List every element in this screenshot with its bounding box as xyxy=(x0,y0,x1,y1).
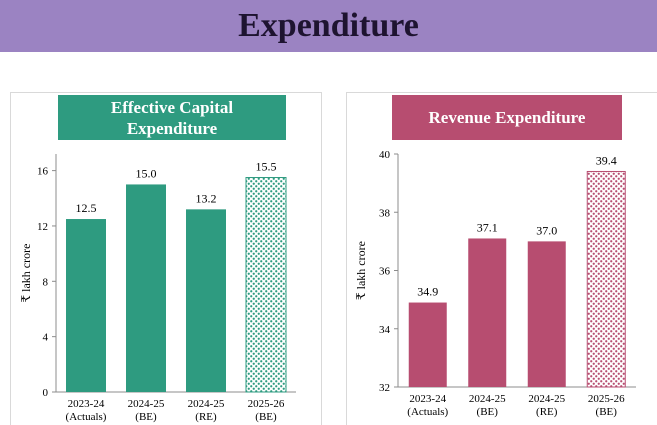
revenue-category-label: 2025-26 xyxy=(588,393,625,405)
revenue-value-label: 34.9 xyxy=(417,285,438,299)
capital-category-label: (BE) xyxy=(255,411,277,423)
revenue-category-label: (BE) xyxy=(477,406,499,418)
revenue-category-label: (BE) xyxy=(596,406,618,418)
revenue-bar xyxy=(408,302,447,387)
capital-category-label: 2024-25 xyxy=(188,398,225,410)
capital-y-tick-label: 4 xyxy=(43,332,49,344)
revenue-value-label: 37.0 xyxy=(536,223,557,237)
capital-value-label: 15.5 xyxy=(256,160,277,174)
capital-category-label: (RE) xyxy=(195,411,217,423)
revenue-y-axis-title: ₹ lakh crore xyxy=(354,241,368,300)
capital-value-label: 12.5 xyxy=(76,201,97,215)
revenue-bar xyxy=(468,238,507,387)
revenue-bar xyxy=(586,170,626,388)
page-title: Expenditure xyxy=(238,7,419,44)
capital-bar xyxy=(245,177,287,393)
revenue-value-label: 39.4 xyxy=(596,153,617,167)
capital-bar xyxy=(186,209,226,392)
capital-chart-title: Effective Capital Expenditure xyxy=(58,95,286,140)
capital-y-tick-label: 16 xyxy=(37,166,49,178)
revenue-value-label: 37.1 xyxy=(477,220,498,234)
capital-category-label: (Actuals) xyxy=(66,411,107,423)
capital-category-label: (BE) xyxy=(135,411,157,423)
capital-category-label: 2023-24 xyxy=(68,398,105,410)
capital-category-label: 2024-25 xyxy=(128,398,165,410)
revenue-y-tick-label: 40 xyxy=(379,149,391,161)
capital-category-label: 2025-26 xyxy=(248,398,285,410)
revenue-y-tick-label: 36 xyxy=(379,266,391,278)
capital-bar xyxy=(66,219,106,392)
capital-value-label: 15.0 xyxy=(136,166,157,180)
capital-expenditure-chart: 0 4 8 12 16 ₹ lakh crore 12.5 2023-24(Actuals) 1… xyxy=(19,154,296,423)
header-banner: Expenditure xyxy=(0,0,657,52)
revenue-y-tick-label: 34 xyxy=(379,324,391,336)
capital-value-label: 13.2 xyxy=(196,191,217,205)
revenue-bar xyxy=(527,241,566,387)
capital-y-tick-label: 0 xyxy=(43,387,49,399)
revenue-chart-title-line-1: Revenue Expenditure xyxy=(428,108,586,127)
capital-chart-title-line-2: Expenditure xyxy=(126,118,218,138)
revenue-category-label: 2024-25 xyxy=(528,393,565,405)
capital-y-tick-label: 12 xyxy=(37,221,48,233)
revenue-category-label: (Actuals) xyxy=(407,406,448,418)
capital-y-axis-title: ₹ lakh crore xyxy=(19,244,33,303)
revenue-category-label: (RE) xyxy=(536,406,558,418)
revenue-category-label: 2024-25 xyxy=(469,393,506,405)
capital-chart-title-line-1: Effective Capital xyxy=(110,97,234,117)
capital-y-tick-label: 8 xyxy=(43,276,49,288)
revenue-chart-title: Revenue Expenditure xyxy=(392,95,622,140)
revenue-y-tick-label: 32 xyxy=(379,382,390,394)
revenue-category-label: 2023-24 xyxy=(409,393,446,405)
capital-bar xyxy=(126,184,166,392)
revenue-y-tick-label: 38 xyxy=(379,207,391,219)
